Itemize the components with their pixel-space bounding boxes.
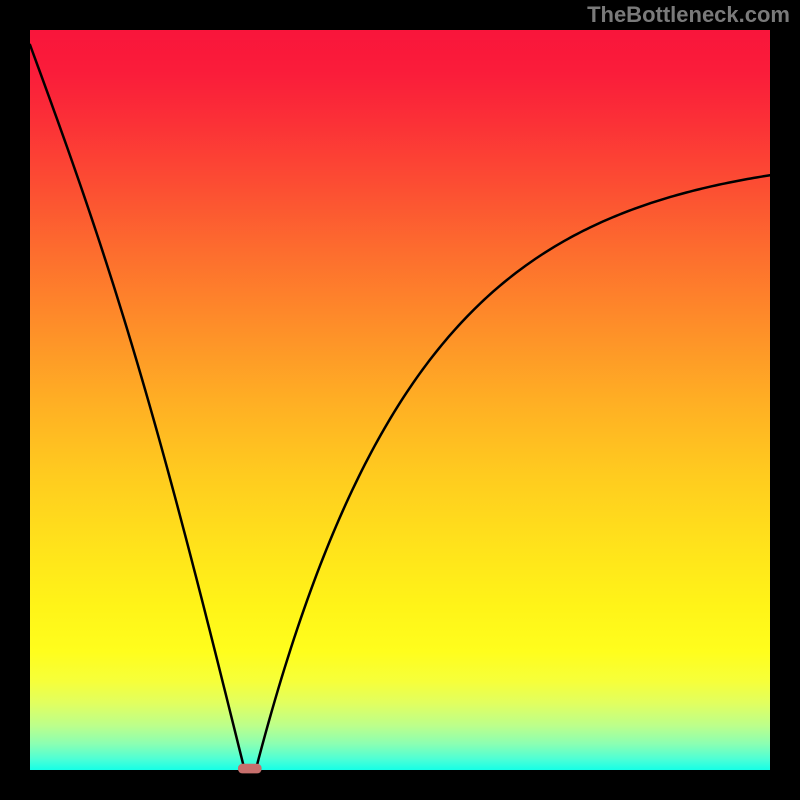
bottleneck-chart (0, 0, 800, 800)
notch-marker (238, 764, 262, 774)
watermark-text: TheBottleneck.com (587, 2, 790, 28)
plot-background (30, 30, 770, 770)
